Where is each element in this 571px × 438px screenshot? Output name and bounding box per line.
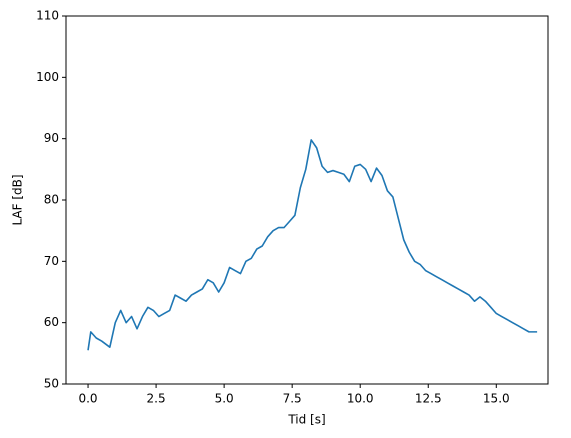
x-tick-label: 10.0 xyxy=(347,392,374,406)
y-tick-label: 100 xyxy=(36,70,59,84)
y-tick-label: 90 xyxy=(44,131,59,145)
x-tick-label: 0.0 xyxy=(78,392,97,406)
line-series xyxy=(87,139,538,351)
y-tick-label: 60 xyxy=(44,315,59,329)
axes-frame xyxy=(65,15,549,385)
x-tick-label: 5.0 xyxy=(215,392,234,406)
y-axis-label: LAF [dB] xyxy=(11,174,25,225)
y-tick-label: 50 xyxy=(44,377,59,391)
y-tick-label: 80 xyxy=(44,193,59,207)
x-tick-label: 15.0 xyxy=(483,392,510,406)
y-tick-label: 70 xyxy=(44,254,59,268)
x-tick-label: 12.5 xyxy=(415,392,442,406)
x-tick-label: 2.5 xyxy=(147,392,166,406)
x-axis-label: Tid [s] xyxy=(287,413,325,427)
x-tick-label: 7.5 xyxy=(283,392,302,406)
y-tick-label: 110 xyxy=(36,9,59,23)
